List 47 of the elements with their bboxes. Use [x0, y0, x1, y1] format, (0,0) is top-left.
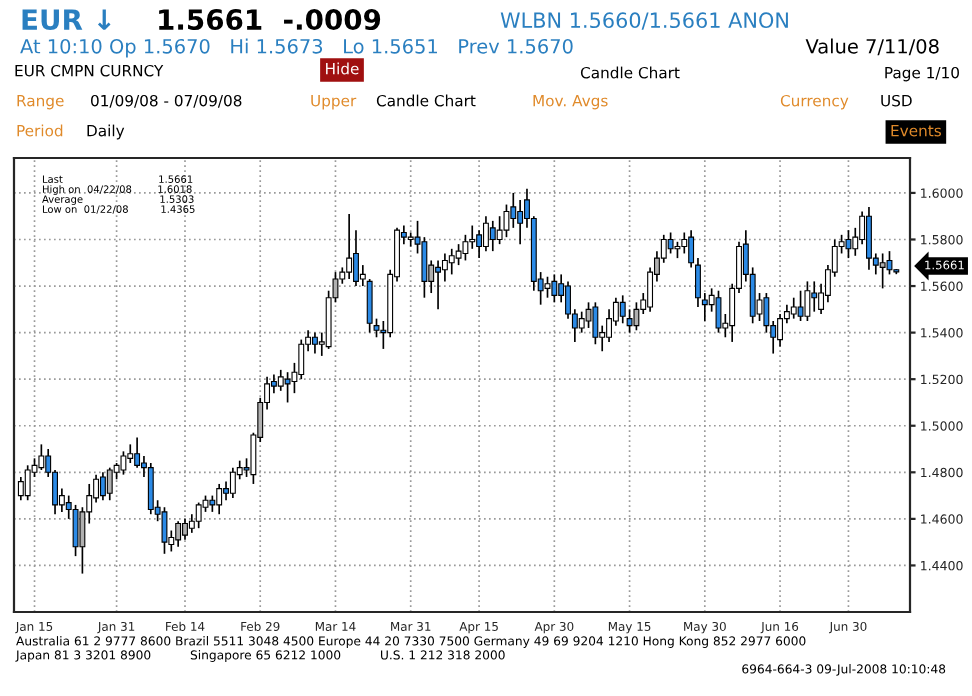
candlestick [544, 275, 551, 299]
candlestick [482, 215, 489, 252]
candlestick [448, 247, 455, 276]
chart-title: EUR ↓ [22, 9, 111, 31]
candlestick [161, 506, 168, 555]
candlestick [229, 466, 236, 499]
candlestick [811, 280, 818, 313]
candlestick [715, 289, 722, 334]
candlestick [120, 450, 127, 476]
candlestick [435, 259, 442, 311]
candlestick [578, 310, 585, 334]
candlestick [777, 313, 783, 348]
candlestick [455, 243, 462, 266]
candlestick [284, 371, 291, 404]
candlestick [462, 233, 469, 262]
candlestick [223, 480, 229, 502]
candlestick [866, 206, 872, 271]
candlestick [106, 466, 113, 502]
candlestick [175, 520, 182, 548]
candlestick [346, 213, 353, 280]
candlestick [24, 464, 31, 502]
candlestick [476, 229, 483, 259]
candlestick [845, 229, 852, 259]
candlestick [195, 501, 202, 530]
candlestick [99, 471, 106, 502]
candlestick [182, 518, 188, 541]
candlestick [879, 252, 886, 290]
text: At 10:10 Op 1.5670 Hi 1.5673 Lo 1.5651 Prev 1.5670 [20, 38, 573, 58]
chart-subtitle: 1.5661 -.0009 [159, 9, 381, 31]
candlestick [134, 436, 141, 469]
candlestick [38, 443, 45, 471]
candlestick [551, 273, 558, 304]
candlestick [681, 231, 688, 255]
candlestick [619, 294, 626, 325]
candlestick [216, 483, 223, 516]
text: Value 7/11/08 [805, 38, 939, 56]
candlestick [147, 462, 154, 516]
candlestick [667, 231, 674, 255]
candlestick [804, 280, 811, 322]
candlestick [790, 296, 797, 320]
candlestick [633, 301, 640, 332]
text: WLBN 1.5660/1.5661 ANON [500, 12, 788, 30]
candlestick [797, 289, 804, 322]
candlestick [311, 331, 318, 355]
candlestick [489, 220, 496, 252]
candlestick [592, 301, 599, 346]
candlestick [17, 476, 24, 502]
